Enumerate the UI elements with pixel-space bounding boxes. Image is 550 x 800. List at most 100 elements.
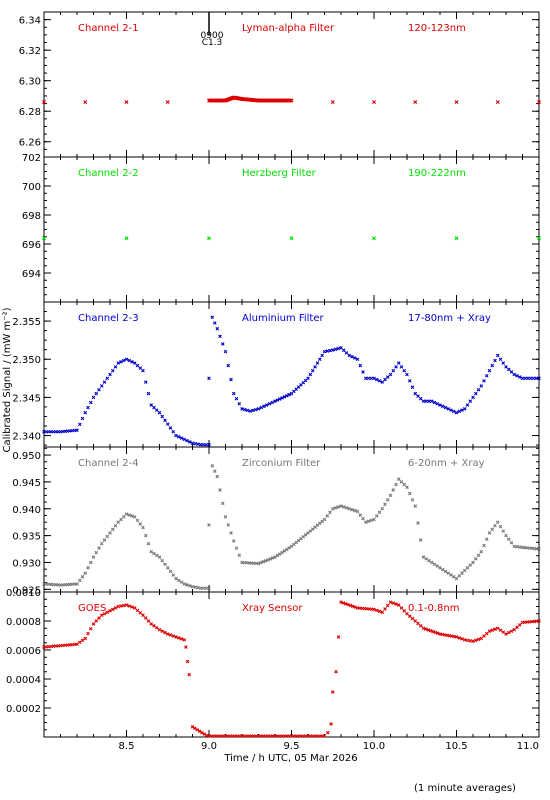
- data-point: [207, 442, 211, 447]
- data-point: [509, 370, 514, 374]
- data-point: [207, 586, 211, 591]
- data-point: [80, 574, 85, 579]
- data-point: [366, 519, 371, 524]
- data-point: [490, 363, 495, 368]
- data-point: [185, 583, 189, 587]
- data-point: [325, 514, 330, 518]
- data-point: [229, 531, 233, 535]
- data-point: [435, 631, 440, 636]
- data-point: [77, 578, 82, 583]
- data-point: [501, 630, 506, 634]
- y-tick-label: 6.34: [19, 16, 41, 27]
- data-point: [110, 368, 115, 373]
- data-point: [135, 608, 140, 613]
- footnote: (1 minute averages): [414, 783, 516, 794]
- data-point: [433, 630, 438, 635]
- data-point: [515, 373, 519, 378]
- data-point: [383, 502, 387, 507]
- y-tick-label: 0.945: [12, 478, 41, 489]
- data-point: [363, 376, 368, 381]
- data-point: [457, 409, 462, 414]
- data-point: [366, 376, 371, 381]
- data-point: [413, 391, 418, 396]
- data-point: [352, 356, 357, 360]
- data-point: [171, 429, 176, 434]
- panel-label: 120-123nm: [408, 23, 466, 34]
- data-point: [391, 601, 396, 605]
- data-point: [163, 418, 167, 423]
- data-point: [284, 547, 289, 552]
- data-point: [215, 474, 220, 479]
- data-point: [465, 638, 470, 643]
- data-point: [416, 621, 420, 626]
- data-point: [336, 635, 341, 639]
- y-tick-label: 0.0010: [6, 588, 41, 599]
- data-point: [407, 379, 412, 383]
- panel-label: Channel 2-1: [78, 23, 139, 34]
- data-point: [135, 363, 140, 368]
- data-point: [465, 403, 470, 407]
- data-point: [509, 540, 514, 545]
- data-point: [197, 729, 202, 733]
- data-point: [454, 635, 459, 639]
- data-point: [344, 351, 349, 355]
- data-point: [388, 372, 393, 377]
- data-point: [473, 638, 478, 643]
- data-point: [424, 557, 429, 561]
- y-tick-label: 696: [22, 240, 41, 251]
- data-point: [465, 566, 470, 570]
- data-point: [460, 637, 464, 641]
- data-point: [313, 365, 317, 369]
- data-point: [449, 573, 453, 577]
- data-point: [143, 616, 148, 620]
- data-point: [143, 533, 148, 538]
- data-point: [124, 603, 129, 607]
- data-point: [339, 600, 343, 604]
- data-point: [149, 403, 154, 407]
- data-point: [432, 562, 437, 567]
- data-point: [210, 315, 215, 320]
- data-point: [226, 523, 231, 527]
- data-point: [310, 368, 315, 373]
- data-point: [190, 725, 195, 729]
- data-point: [501, 529, 506, 533]
- data-point: [537, 236, 541, 241]
- data-point: [108, 372, 112, 377]
- data-point: [220, 342, 225, 346]
- data-point: [306, 376, 310, 381]
- data-point: [187, 583, 192, 588]
- data-point: [179, 436, 184, 440]
- data-point: [385, 498, 390, 502]
- y-tick-label: 702: [22, 153, 41, 164]
- data-point: [91, 555, 96, 559]
- data-point: [108, 609, 112, 613]
- data-point: [116, 361, 121, 365]
- data-point: [242, 407, 247, 412]
- data-point: [152, 405, 156, 410]
- data-point: [391, 488, 396, 492]
- data-point: [240, 407, 244, 411]
- panel-label: 0.1-0.8nm: [408, 603, 460, 614]
- data-point: [154, 408, 159, 412]
- data-point: [358, 363, 363, 368]
- data-point: [473, 391, 478, 396]
- data-point: [75, 642, 79, 646]
- data-point: [385, 375, 390, 379]
- data-point: [399, 606, 404, 610]
- y-tick-label: 2.345: [12, 393, 41, 404]
- data-point: [388, 600, 393, 604]
- data-point: [149, 549, 154, 554]
- data-point: [102, 611, 107, 616]
- data-point: [204, 442, 209, 447]
- data-point: [289, 98, 294, 103]
- data-point: [218, 334, 222, 339]
- data-point: [113, 365, 118, 369]
- data-point: [517, 623, 522, 627]
- data-point: [374, 514, 379, 518]
- data-point: [512, 372, 517, 377]
- y-tick-label: 6.30: [19, 77, 41, 88]
- data-point: [94, 619, 99, 623]
- data-point: [363, 520, 368, 524]
- x-tick-label: 10.0: [363, 741, 385, 752]
- data-point: [83, 100, 88, 105]
